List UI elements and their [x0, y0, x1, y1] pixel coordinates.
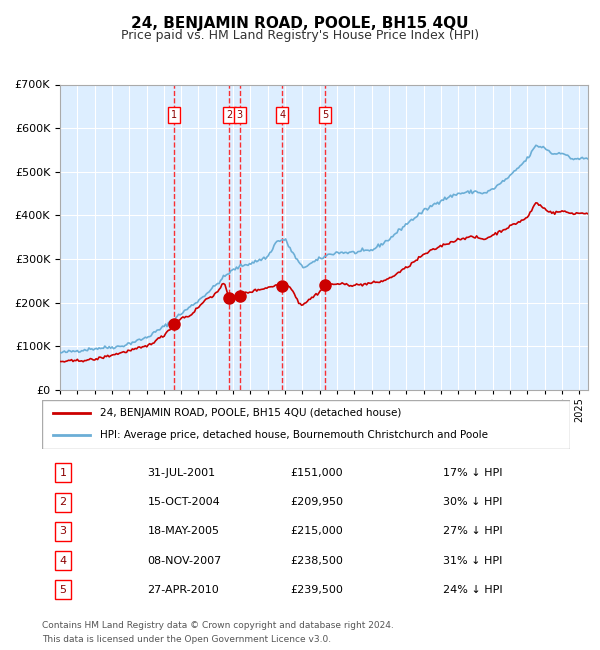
Text: 3: 3 [236, 110, 243, 120]
Text: 1: 1 [59, 468, 67, 478]
Text: 24% ↓ HPI: 24% ↓ HPI [443, 585, 503, 595]
Text: 4: 4 [59, 556, 67, 566]
Text: This data is licensed under the Open Government Licence v3.0.: This data is licensed under the Open Gov… [42, 635, 331, 644]
Text: 27-APR-2010: 27-APR-2010 [148, 585, 220, 595]
Text: £151,000: £151,000 [290, 468, 343, 478]
Text: 31-JUL-2001: 31-JUL-2001 [148, 468, 216, 478]
Text: 18-MAY-2005: 18-MAY-2005 [148, 526, 220, 536]
Text: 08-NOV-2007: 08-NOV-2007 [148, 556, 222, 566]
Text: Price paid vs. HM Land Registry's House Price Index (HPI): Price paid vs. HM Land Registry's House … [121, 29, 479, 42]
Text: 1: 1 [171, 110, 177, 120]
Text: 24, BENJAMIN ROAD, POOLE, BH15 4QU (detached house): 24, BENJAMIN ROAD, POOLE, BH15 4QU (deta… [100, 408, 401, 419]
Text: Contains HM Land Registry data © Crown copyright and database right 2024.: Contains HM Land Registry data © Crown c… [42, 621, 394, 630]
Text: 3: 3 [59, 526, 67, 536]
FancyBboxPatch shape [42, 400, 570, 448]
Text: 31% ↓ HPI: 31% ↓ HPI [443, 556, 503, 566]
Text: 30% ↓ HPI: 30% ↓ HPI [443, 497, 503, 507]
Text: £209,950: £209,950 [290, 497, 343, 507]
Text: 24, BENJAMIN ROAD, POOLE, BH15 4QU: 24, BENJAMIN ROAD, POOLE, BH15 4QU [131, 16, 469, 31]
Text: 2: 2 [59, 497, 67, 507]
Text: 5: 5 [59, 585, 67, 595]
Text: 5: 5 [322, 110, 328, 120]
Text: £238,500: £238,500 [290, 556, 343, 566]
Text: 4: 4 [280, 110, 286, 120]
Text: 27% ↓ HPI: 27% ↓ HPI [443, 526, 503, 536]
Text: £239,500: £239,500 [290, 585, 343, 595]
Text: 2: 2 [226, 110, 233, 120]
Text: HPI: Average price, detached house, Bournemouth Christchurch and Poole: HPI: Average price, detached house, Bour… [100, 430, 488, 440]
Text: £215,000: £215,000 [290, 526, 343, 536]
Text: 15-OCT-2004: 15-OCT-2004 [148, 497, 220, 507]
Text: 17% ↓ HPI: 17% ↓ HPI [443, 468, 503, 478]
